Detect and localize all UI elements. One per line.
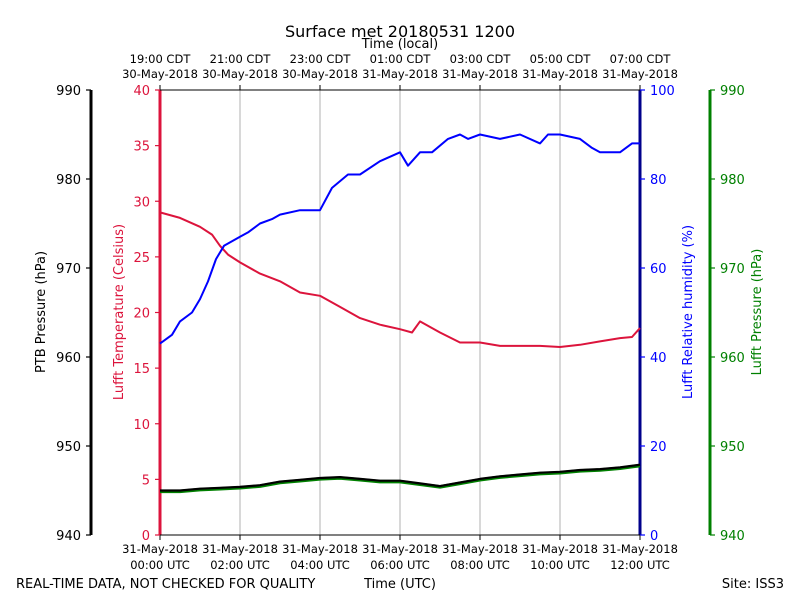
lufft-pressure-axis-label: Lufft Pressure (hPa) xyxy=(750,249,765,376)
lufft-pressure-tick-label: 940 xyxy=(720,529,745,544)
utc-tick-label-date: 31-May-2018 xyxy=(522,542,598,556)
humidity-tick-label: 20 xyxy=(650,440,667,455)
ptb-pressure-tick-label: 960 xyxy=(56,351,81,366)
temperature-tick-label: 40 xyxy=(133,84,150,99)
humidity-tick-label: 60 xyxy=(650,262,667,277)
utc-tick-label-time: 12:00 UTC xyxy=(610,558,670,572)
data-series xyxy=(159,133,641,494)
utc-tick-label-date: 31-May-2018 xyxy=(602,542,678,556)
ptb-pressure-tick-label: 940 xyxy=(56,529,81,544)
utc-tick-label-date: 31-May-2018 xyxy=(362,542,438,556)
humidity-tick-label: 80 xyxy=(650,173,667,188)
utc-time-axis-label: Time (UTC) xyxy=(363,577,436,592)
temperature-tick-label: 15 xyxy=(133,362,150,377)
humidity-tick-label: 0 xyxy=(650,529,658,544)
local-tick-label-date: 30-May-2018 xyxy=(122,67,198,81)
ptb-pressure-tick-label: 980 xyxy=(56,173,81,188)
temperature-tick-label: 5 xyxy=(142,473,150,488)
utc-tick-label-time: 06:00 UTC xyxy=(370,558,430,572)
ptb-pressure-axis-label: PTB Pressure (hPa) xyxy=(34,251,49,373)
ptb-pressure-tick-label: 970 xyxy=(56,262,81,277)
local-tick-label-date: 31-May-2018 xyxy=(362,67,438,81)
local-tick-label-time: 01:00 CDT xyxy=(370,52,432,66)
local-tick-label-time: 05:00 CDT xyxy=(530,52,592,66)
lufft-pressure-tick-label: 980 xyxy=(720,173,745,188)
utc-tick-label-date: 31-May-2018 xyxy=(122,542,198,556)
utc-tick-label-date: 31-May-2018 xyxy=(442,542,518,556)
humidity-tick-label: 40 xyxy=(650,351,667,366)
local-tick-label-date: 31-May-2018 xyxy=(602,67,678,81)
temperature-tick-label: 20 xyxy=(133,307,150,322)
utc-tick-label-time: 02:00 UTC xyxy=(210,558,270,572)
temperature-tick-label: 25 xyxy=(133,251,150,266)
lufft-pressure-tick-label: 970 xyxy=(720,262,745,277)
temperature-tick-label: 35 xyxy=(133,140,150,155)
local-tick-label-date: 31-May-2018 xyxy=(522,67,598,81)
local-tick-label-time: 19:00 CDT xyxy=(130,52,192,66)
local-time-axis-label: Time (local) xyxy=(361,37,438,52)
local-tick-label-time: 07:00 CDT xyxy=(610,52,672,66)
utc-tick-label-time: 00:00 UTC xyxy=(130,558,190,572)
ptb-pressure-tick-label: 950 xyxy=(56,440,81,455)
utc-tick-label-time: 08:00 UTC xyxy=(450,558,510,572)
utc-tick-label-time: 10:00 UTC xyxy=(530,558,590,572)
local-tick-label-date: 30-May-2018 xyxy=(202,67,278,81)
humidity-tick-label: 100 xyxy=(650,84,675,99)
utc-tick-label-date: 31-May-2018 xyxy=(202,542,278,556)
vertical-gridlines xyxy=(239,90,561,535)
lufft-relative-humidity-series xyxy=(159,133,640,345)
local-tick-label-time: 03:00 CDT xyxy=(450,52,512,66)
ptb-pressure-series xyxy=(160,463,641,492)
temperature-axis-label: Lufft Temperature (Celsius) xyxy=(112,224,127,400)
local-tick-label-date: 31-May-2018 xyxy=(442,67,518,81)
ptb-pressure-tick-label: 990 xyxy=(56,84,81,99)
local-tick-label-time: 23:00 CDT xyxy=(290,52,352,66)
quality-disclaimer: REAL-TIME DATA, NOT CHECKED FOR QUALITY xyxy=(16,577,315,592)
temperature-tick-label: 10 xyxy=(133,418,150,433)
utc-tick-label-time: 04:00 UTC xyxy=(290,558,350,572)
site-label: Site: ISS3 xyxy=(722,577,784,592)
temperature-tick-label: 0 xyxy=(142,529,150,544)
humidity-axis-label: Lufft Relative humidity (%) xyxy=(681,225,696,399)
temperature-tick-label: 30 xyxy=(133,195,150,210)
lufft-pressure-tick-label: 990 xyxy=(720,84,745,99)
lufft-pressure-tick-label: 960 xyxy=(720,351,745,366)
lufft-temperature-series xyxy=(159,211,641,348)
utc-tick-label-date: 31-May-2018 xyxy=(282,542,358,556)
lufft-pressure-tick-label: 950 xyxy=(720,440,745,455)
local-tick-label-time: 21:00 CDT xyxy=(210,52,272,66)
local-tick-label-date: 30-May-2018 xyxy=(282,67,358,81)
chart-title: Surface met 20180531 1200 xyxy=(285,22,515,41)
